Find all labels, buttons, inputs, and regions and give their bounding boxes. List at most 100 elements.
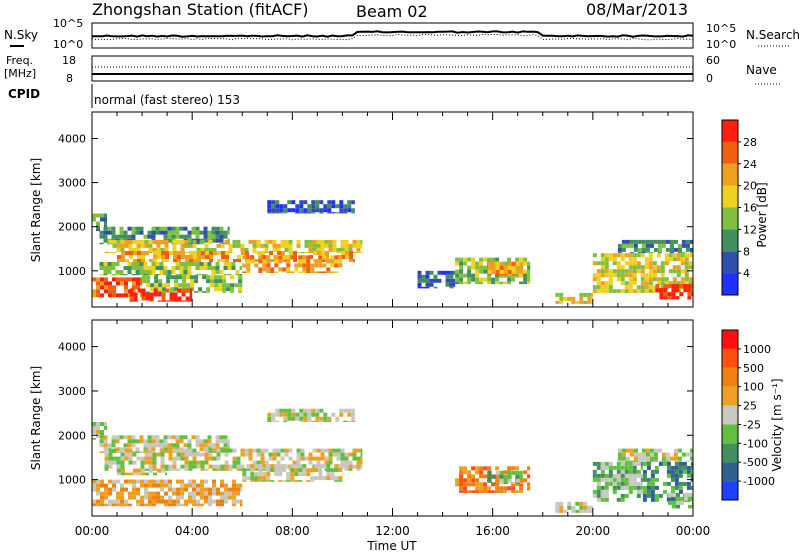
data-cell	[425, 282, 430, 287]
data-cell	[519, 482, 524, 487]
data-cell	[250, 468, 255, 473]
data-cell	[681, 452, 686, 457]
data-cell	[192, 491, 196, 496]
data-cell	[155, 439, 160, 444]
data-cell	[215, 443, 220, 448]
data-cell	[642, 473, 647, 478]
data-cell	[298, 263, 303, 268]
data-cell	[328, 448, 333, 453]
data-cell	[322, 271, 327, 273]
data-cell	[200, 487, 204, 492]
data-cell	[326, 468, 331, 473]
data-cell	[324, 448, 329, 453]
data-cell	[499, 262, 504, 266]
data-cell	[219, 439, 224, 444]
data-cell	[180, 479, 184, 484]
colorbar-tick-label: -1000	[743, 475, 775, 488]
data-cell	[232, 491, 236, 496]
data-cell	[142, 279, 147, 284]
data-cell	[283, 208, 288, 213]
data-cell	[287, 408, 292, 413]
data-cell	[124, 285, 128, 290]
ytick-label: 1000	[58, 474, 86, 487]
data-cell	[677, 456, 682, 461]
data-cell	[675, 284, 680, 289]
data-cell	[299, 416, 304, 421]
data-cell	[467, 273, 472, 278]
data-cell	[320, 239, 325, 244]
data-cell	[677, 243, 682, 248]
data-cell	[689, 448, 693, 453]
colorbar-tick-label: 500	[743, 362, 764, 375]
data-cell	[262, 263, 267, 268]
data-cell	[683, 284, 688, 289]
data-cell	[246, 271, 251, 273]
data-cell	[215, 439, 220, 444]
data-cell	[612, 477, 617, 482]
data-cell	[248, 456, 253, 461]
data-cell	[459, 466, 464, 471]
data-cell	[120, 247, 125, 252]
data-cell	[314, 259, 319, 264]
data-cell	[140, 479, 144, 484]
data-cell	[165, 251, 169, 255]
data-cell	[483, 486, 488, 491]
data-cell	[222, 283, 227, 288]
data-cell	[515, 482, 520, 487]
data-cell	[276, 460, 281, 465]
data-cell	[262, 255, 267, 260]
data-cell	[160, 495, 164, 500]
data-cell	[176, 479, 180, 484]
data-cell	[336, 448, 341, 453]
data-cell	[177, 288, 182, 293]
data-cell	[463, 490, 468, 493]
data-cell	[340, 460, 345, 465]
data-cell	[149, 259, 153, 262]
data-cell	[210, 283, 215, 288]
data-cell	[131, 234, 136, 239]
data-cell	[620, 265, 625, 270]
data-cell	[307, 208, 312, 213]
data-cell	[636, 461, 641, 466]
data-cell	[242, 271, 247, 273]
data-cell	[644, 281, 649, 286]
data-cell	[673, 239, 678, 244]
data-cell	[183, 226, 188, 231]
data-cell	[336, 452, 341, 457]
data-cell	[523, 257, 528, 262]
data-cell	[306, 267, 311, 272]
data-cell	[96, 229, 100, 232]
data-cell	[628, 485, 633, 490]
data-cell	[272, 247, 277, 252]
data-cell	[336, 247, 341, 252]
data-cell	[167, 435, 172, 440]
data-cell	[196, 483, 200, 488]
data-cell	[244, 468, 249, 471]
data-cell	[135, 447, 140, 452]
data-cell	[563, 509, 568, 513]
data-cell	[124, 456, 129, 461]
data-cell	[267, 212, 272, 214]
data-cell	[104, 285, 108, 290]
data-cell	[92, 479, 96, 484]
data-cell	[644, 257, 649, 262]
data-cell	[503, 486, 508, 491]
data-cell	[260, 452, 265, 457]
data-cell	[515, 470, 520, 475]
data-cell	[321, 251, 325, 255]
data-cell	[299, 408, 304, 413]
data-cell	[290, 271, 295, 273]
data-cell	[656, 269, 661, 274]
data-cell	[475, 490, 480, 493]
data-cell	[475, 478, 480, 483]
data-cell	[600, 473, 605, 478]
data-cell	[608, 465, 613, 470]
data-cell	[189, 259, 193, 262]
data-cell	[326, 472, 331, 477]
data-cell	[327, 420, 332, 422]
data-cell	[471, 273, 476, 278]
data-cell	[587, 300, 592, 304]
data-cell	[211, 226, 216, 231]
cpid-value: normal (fast stereo) 153	[94, 93, 240, 107]
data-cell	[100, 422, 104, 426]
